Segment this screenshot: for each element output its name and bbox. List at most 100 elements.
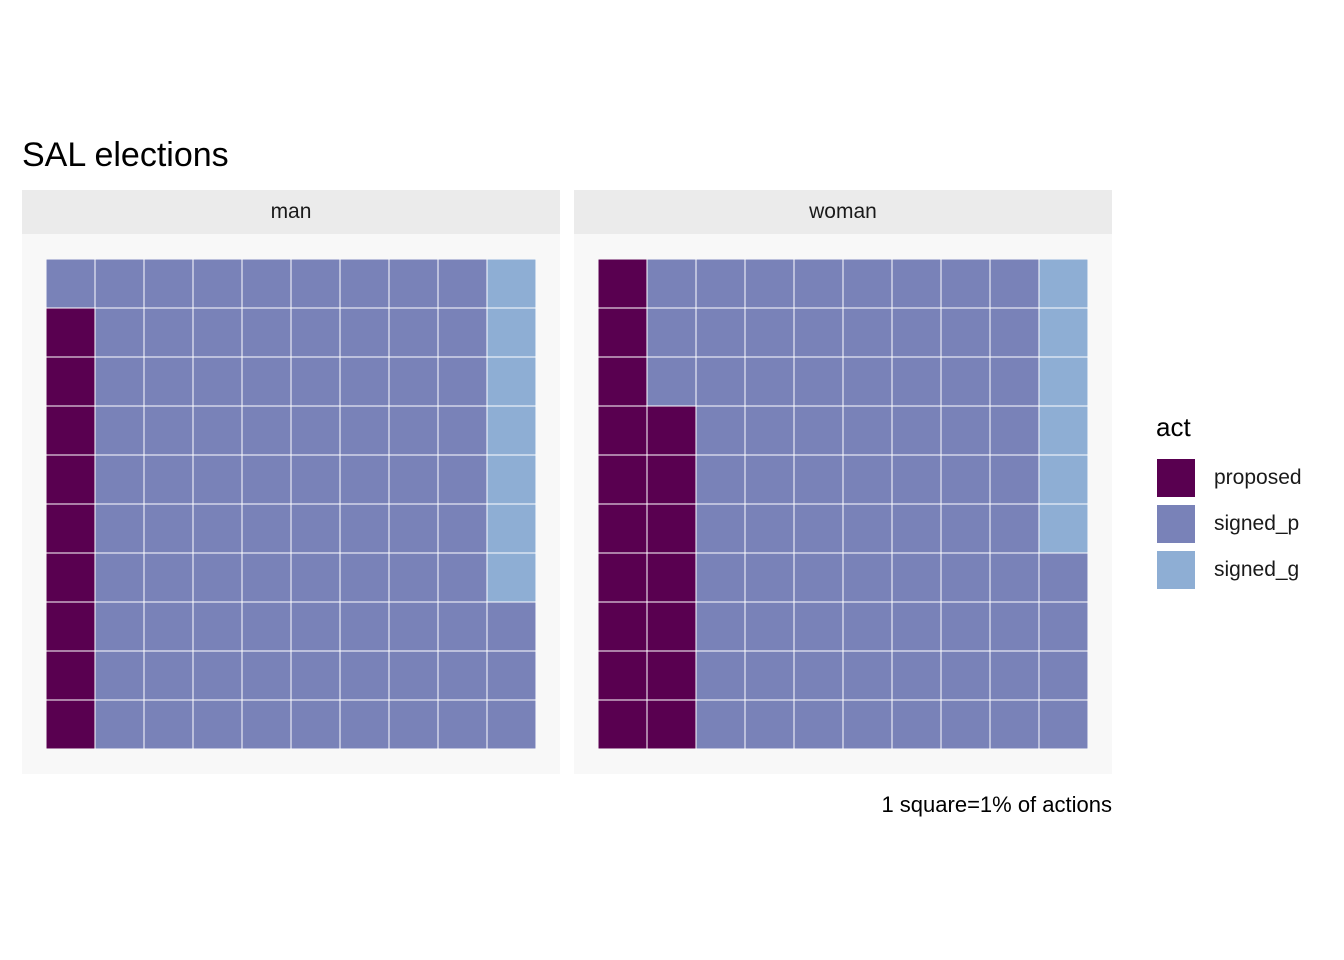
waffle-square-proposed [46, 503, 96, 554]
waffle-square-signed-p [989, 699, 1040, 749]
waffle-grid [598, 259, 1088, 749]
waffle-square-signed-p [241, 650, 292, 701]
waffle-square-signed-p [290, 650, 341, 701]
waffle-square-signed-p [793, 259, 844, 309]
waffle-square-signed-p [744, 356, 795, 407]
waffle-square-signed-p [744, 503, 795, 554]
waffle-square-signed-g [486, 552, 536, 603]
waffle-square-signed-p [793, 699, 844, 749]
waffle-square-signed-p [241, 356, 292, 407]
waffle-square-signed-p [290, 454, 341, 505]
waffle-square-signed-p [192, 405, 243, 456]
waffle-square-signed-p [339, 307, 390, 358]
waffle-square-signed-p [793, 601, 844, 652]
waffle-square-signed-p [388, 405, 439, 456]
waffle-square-signed-p [940, 650, 991, 701]
waffle-square-signed-g [1038, 356, 1088, 407]
waffle-square-signed-p [192, 259, 243, 309]
waffle-square-signed-p [989, 650, 1040, 701]
waffle-square-signed-p [989, 454, 1040, 505]
waffle-square-signed-p [989, 552, 1040, 603]
facet-strip-label: woman [574, 190, 1112, 234]
waffle-square-signed-p [290, 699, 341, 749]
waffle-square-signed-p [793, 503, 844, 554]
waffle-square-signed-p [290, 307, 341, 358]
waffle-square-proposed [646, 454, 697, 505]
waffle-square-signed-p [695, 454, 746, 505]
waffle-square-signed-p [94, 601, 145, 652]
facet-strip-label: man [22, 190, 560, 234]
waffle-square-signed-p [989, 405, 1040, 456]
waffle-square-signed-p [842, 259, 893, 309]
waffle-square-signed-p [192, 307, 243, 358]
waffle-square-signed-p [940, 601, 991, 652]
waffle-square-signed-p [143, 405, 194, 456]
waffle-square-signed-p [143, 552, 194, 603]
waffle-square-signed-p [437, 552, 488, 603]
waffle-square-signed-p [241, 699, 292, 749]
waffle-square-signed-p [339, 650, 390, 701]
waffle-square-signed-p [388, 356, 439, 407]
waffle-square-signed-p [940, 552, 991, 603]
legend-title: act [1156, 412, 1191, 442]
waffle-square-signed-p [241, 259, 292, 309]
waffle-square-signed-g [486, 307, 536, 358]
waffle-square-signed-p [437, 601, 488, 652]
waffle-square-signed-p [388, 552, 439, 603]
waffle-square-signed-p [241, 503, 292, 554]
waffle-square-signed-p [989, 259, 1040, 309]
waffle-square-signed-p [437, 307, 488, 358]
waffle-square-signed-p [1038, 552, 1088, 603]
waffle-square-signed-p [940, 405, 991, 456]
waffle-square-signed-p [192, 552, 243, 603]
waffle-square-signed-p [793, 650, 844, 701]
waffle-square-proposed [46, 405, 96, 456]
waffle-square-signed-p [339, 405, 390, 456]
waffle-square-proposed [598, 699, 648, 749]
waffle-square-signed-p [339, 699, 390, 749]
waffle-square-signed-p [744, 650, 795, 701]
waffle-square-signed-p [94, 307, 145, 358]
waffle-square-signed-p [695, 503, 746, 554]
waffle-square-signed-p [192, 601, 243, 652]
waffle-square-signed-p [646, 356, 697, 407]
waffle-square-signed-p [989, 356, 1040, 407]
waffle-square-signed-p [94, 259, 145, 309]
waffle-square-signed-g [1038, 307, 1088, 358]
legend-item-signed-p: signed_p [1156, 501, 1302, 547]
waffle-square-signed-p [339, 356, 390, 407]
legend-label: signed_g [1214, 558, 1300, 581]
waffle-square-signed-p [94, 356, 145, 407]
waffle-square-signed-p [486, 650, 536, 701]
waffle-square-signed-p [695, 601, 746, 652]
waffle-square-signed-p [793, 307, 844, 358]
waffle-square-signed-p [437, 503, 488, 554]
waffle-square-signed-p [695, 356, 746, 407]
waffle-square-signed-p [94, 405, 145, 456]
waffle-square-signed-p [143, 601, 194, 652]
waffle-square-signed-p [437, 650, 488, 701]
waffle-square-signed-p [241, 454, 292, 505]
waffle-square-proposed [646, 405, 697, 456]
waffle-square-signed-p [989, 503, 1040, 554]
waffle-square-signed-p [842, 552, 893, 603]
waffle-square-signed-p [1038, 650, 1088, 701]
waffle-square-proposed [46, 650, 96, 701]
waffle-square-signed-p [339, 552, 390, 603]
waffle-square-signed-p [793, 405, 844, 456]
waffle-square-signed-p [290, 356, 341, 407]
waffle-square-signed-p [695, 259, 746, 309]
legend-label: proposed [1214, 466, 1302, 489]
waffle-square-signed-p [437, 356, 488, 407]
waffle-square-signed-g [486, 503, 536, 554]
waffle-square-signed-g [486, 259, 536, 309]
waffle-square-signed-p [744, 307, 795, 358]
waffle-square-proposed [46, 356, 96, 407]
waffle-square-signed-p [842, 699, 893, 749]
legend-item-signed-g: signed_g [1156, 547, 1302, 593]
waffle-square-signed-p [339, 601, 390, 652]
waffle-square-signed-p [842, 650, 893, 701]
waffle-square-signed-p [339, 503, 390, 554]
waffle-square-signed-p [842, 307, 893, 358]
waffle-square-signed-p [143, 307, 194, 358]
